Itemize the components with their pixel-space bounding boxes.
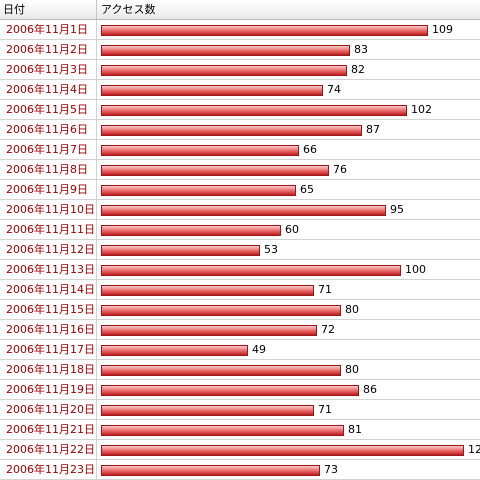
table-row: 2006年11月5日 102 [0, 100, 480, 120]
access-count-bar [101, 145, 299, 156]
access-count-value: 53 [264, 243, 278, 256]
access-count-value: 66 [303, 143, 317, 156]
access-count-value: 73 [324, 463, 338, 476]
access-count-bar [101, 205, 386, 216]
access-count-value: 71 [318, 283, 332, 296]
access-count-bar [101, 405, 314, 416]
date-cell: 2006年11月15日 [0, 300, 97, 319]
access-count-bar [101, 165, 329, 176]
access-count-bar [101, 325, 317, 336]
access-count-value: 102 [411, 103, 432, 116]
access-count-value: 60 [285, 223, 299, 236]
table-row: 2006年11月11日 60 [0, 220, 480, 240]
table-row: 2006年11月22日 121 [0, 440, 480, 460]
table-row: 2006年11月1日 109 [0, 20, 480, 40]
table-row: 2006年11月6日 87 [0, 120, 480, 140]
date-cell: 2006年11月17日 [0, 340, 97, 359]
access-count-value: 121 [468, 443, 480, 456]
access-count-value: 74 [327, 83, 341, 96]
access-count-bar [101, 285, 314, 296]
date-column-header[interactable]: 日付 [0, 0, 97, 19]
table-row: 2006年11月8日 76 [0, 160, 480, 180]
access-count-bar [101, 425, 344, 436]
table-row: 2006年11月23日 73 [0, 460, 480, 480]
date-cell: 2006年11月23日 [0, 460, 97, 479]
table-row: 2006年11月4日 74 [0, 80, 480, 100]
access-count-bar [101, 225, 281, 236]
date-cell: 2006年11月20日 [0, 400, 97, 419]
access-count-value: 49 [252, 343, 266, 356]
access-count-bar [101, 445, 464, 456]
access-count-bar [101, 65, 347, 76]
table-row: 2006年11月7日 66 [0, 140, 480, 160]
table-row: 2006年11月18日 80 [0, 360, 480, 380]
access-count-value: 80 [345, 303, 359, 316]
date-cell: 2006年11月16日 [0, 320, 97, 339]
access-count-value: 100 [405, 263, 426, 276]
access-count-value: 80 [345, 363, 359, 376]
access-count-bar [101, 245, 260, 256]
access-count-value: 76 [333, 163, 347, 176]
table-row: 2006年11月9日 65 [0, 180, 480, 200]
access-count-value: 65 [300, 183, 314, 196]
access-count-value: 72 [321, 323, 335, 336]
date-cell: 2006年11月3日 [0, 60, 97, 79]
access-count-value: 81 [348, 423, 362, 436]
date-cell: 2006年11月12日 [0, 240, 97, 259]
date-cell: 2006年11月2日 [0, 40, 97, 59]
date-cell: 2006年11月6日 [0, 120, 97, 139]
date-cell: 2006年11月18日 [0, 360, 97, 379]
date-cell: 2006年11月9日 [0, 180, 97, 199]
date-cell: 2006年11月4日 [0, 80, 97, 99]
table-row: 2006年11月20日 71 [0, 400, 480, 420]
access-count-bar [101, 125, 362, 136]
access-count-bar [101, 45, 350, 56]
access-count-value: 87 [366, 123, 380, 136]
table-row: 2006年11月14日 71 [0, 280, 480, 300]
table-row: 2006年11月10日 95 [0, 200, 480, 220]
access-count-value: 95 [390, 203, 404, 216]
date-cell: 2006年11月14日 [0, 280, 97, 299]
date-cell: 2006年11月19日 [0, 380, 97, 399]
table-row: 2006年11月16日 72 [0, 320, 480, 340]
access-count-bar [101, 185, 296, 196]
date-cell: 2006年11月5日 [0, 100, 97, 119]
table-row: 2006年11月13日 100 [0, 260, 480, 280]
table-row: 2006年11月19日 86 [0, 380, 480, 400]
access-count-value: 83 [354, 43, 368, 56]
table-row: 2006年11月17日 49 [0, 340, 480, 360]
table-header: 日付 アクセス数 [0, 0, 480, 20]
access-count-value: 109 [432, 23, 453, 36]
access-count-bar [101, 365, 341, 376]
access-count-bar [101, 305, 341, 316]
date-cell: 2006年11月1日 [0, 20, 97, 39]
access-count-column-header[interactable]: アクセス数 [101, 3, 156, 16]
access-count-value: 82 [351, 63, 365, 76]
table-row: 2006年11月12日 53 [0, 240, 480, 260]
date-cell: 2006年11月8日 [0, 160, 97, 179]
date-cell: 2006年11月22日 [0, 440, 97, 459]
access-count-value: 71 [318, 403, 332, 416]
access-count-bar [101, 105, 407, 116]
access-count-bar [101, 265, 401, 276]
table-row: 2006年11月2日 83 [0, 40, 480, 60]
date-cell: 2006年11月10日 [0, 200, 97, 219]
date-cell: 2006年11月11日 [0, 220, 97, 239]
date-cell: 2006年11月13日 [0, 260, 97, 279]
table-row: 2006年11月3日 82 [0, 60, 480, 80]
table-row: 2006年11月21日 81 [0, 420, 480, 440]
access-count-bar [101, 465, 320, 476]
table-row: 2006年11月15日 80 [0, 300, 480, 320]
date-cell: 2006年11月21日 [0, 420, 97, 439]
access-count-bar [101, 345, 248, 356]
access-count-bar [101, 85, 323, 96]
access-count-bar [101, 385, 359, 396]
date-cell: 2006年11月7日 [0, 140, 97, 159]
access-count-bar [101, 25, 428, 36]
access-count-value: 86 [363, 383, 377, 396]
